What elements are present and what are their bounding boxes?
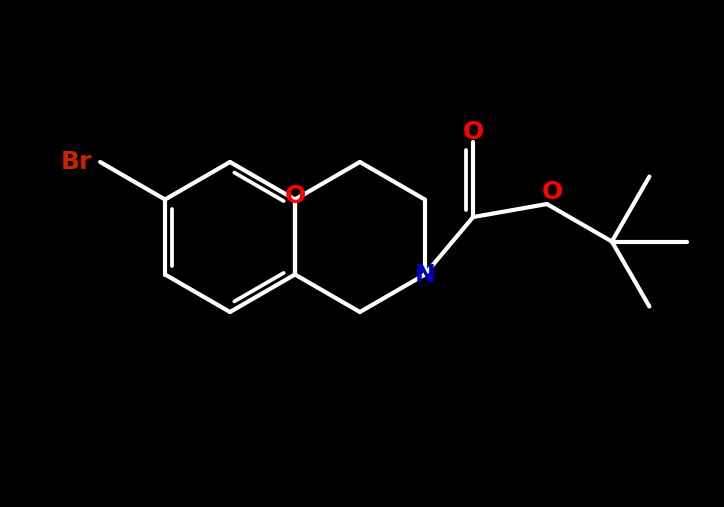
Text: Br: Br xyxy=(61,150,92,174)
Text: O: O xyxy=(463,120,484,144)
Text: O: O xyxy=(542,180,563,204)
Text: O: O xyxy=(285,184,306,207)
Text: N: N xyxy=(414,263,435,286)
